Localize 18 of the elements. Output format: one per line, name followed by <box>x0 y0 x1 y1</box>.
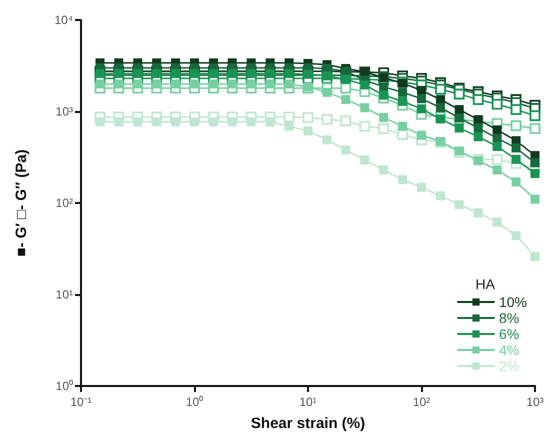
y-tick-label: 10¹ <box>56 288 74 302</box>
x-tick-label: 10³ <box>526 395 544 409</box>
y-tick-label: 10³ <box>56 104 74 118</box>
legend-label: 4% <box>498 342 520 358</box>
x-tick-label: 10⁻¹ <box>70 395 92 409</box>
legend-label: 10% <box>498 294 528 310</box>
x-tick-label: 10⁰ <box>186 395 204 409</box>
y-tick-label: 10² <box>56 196 74 210</box>
legend-title: HA <box>476 276 496 292</box>
x-axis-title: Shear strain (%) <box>250 415 366 432</box>
y-tick-label: 10⁴ <box>54 13 73 27</box>
legend-label: 8% <box>498 310 520 326</box>
x-tick-label: 10¹ <box>299 395 317 409</box>
legend-label: 2% <box>498 358 520 374</box>
x-tick-label: 10² <box>412 395 430 409</box>
y-tick-label: 10⁰ <box>56 379 73 393</box>
legend-label: 6% <box>498 326 520 342</box>
y-axis-title: ■- G′ □- G″ (Pa) <box>13 149 30 257</box>
